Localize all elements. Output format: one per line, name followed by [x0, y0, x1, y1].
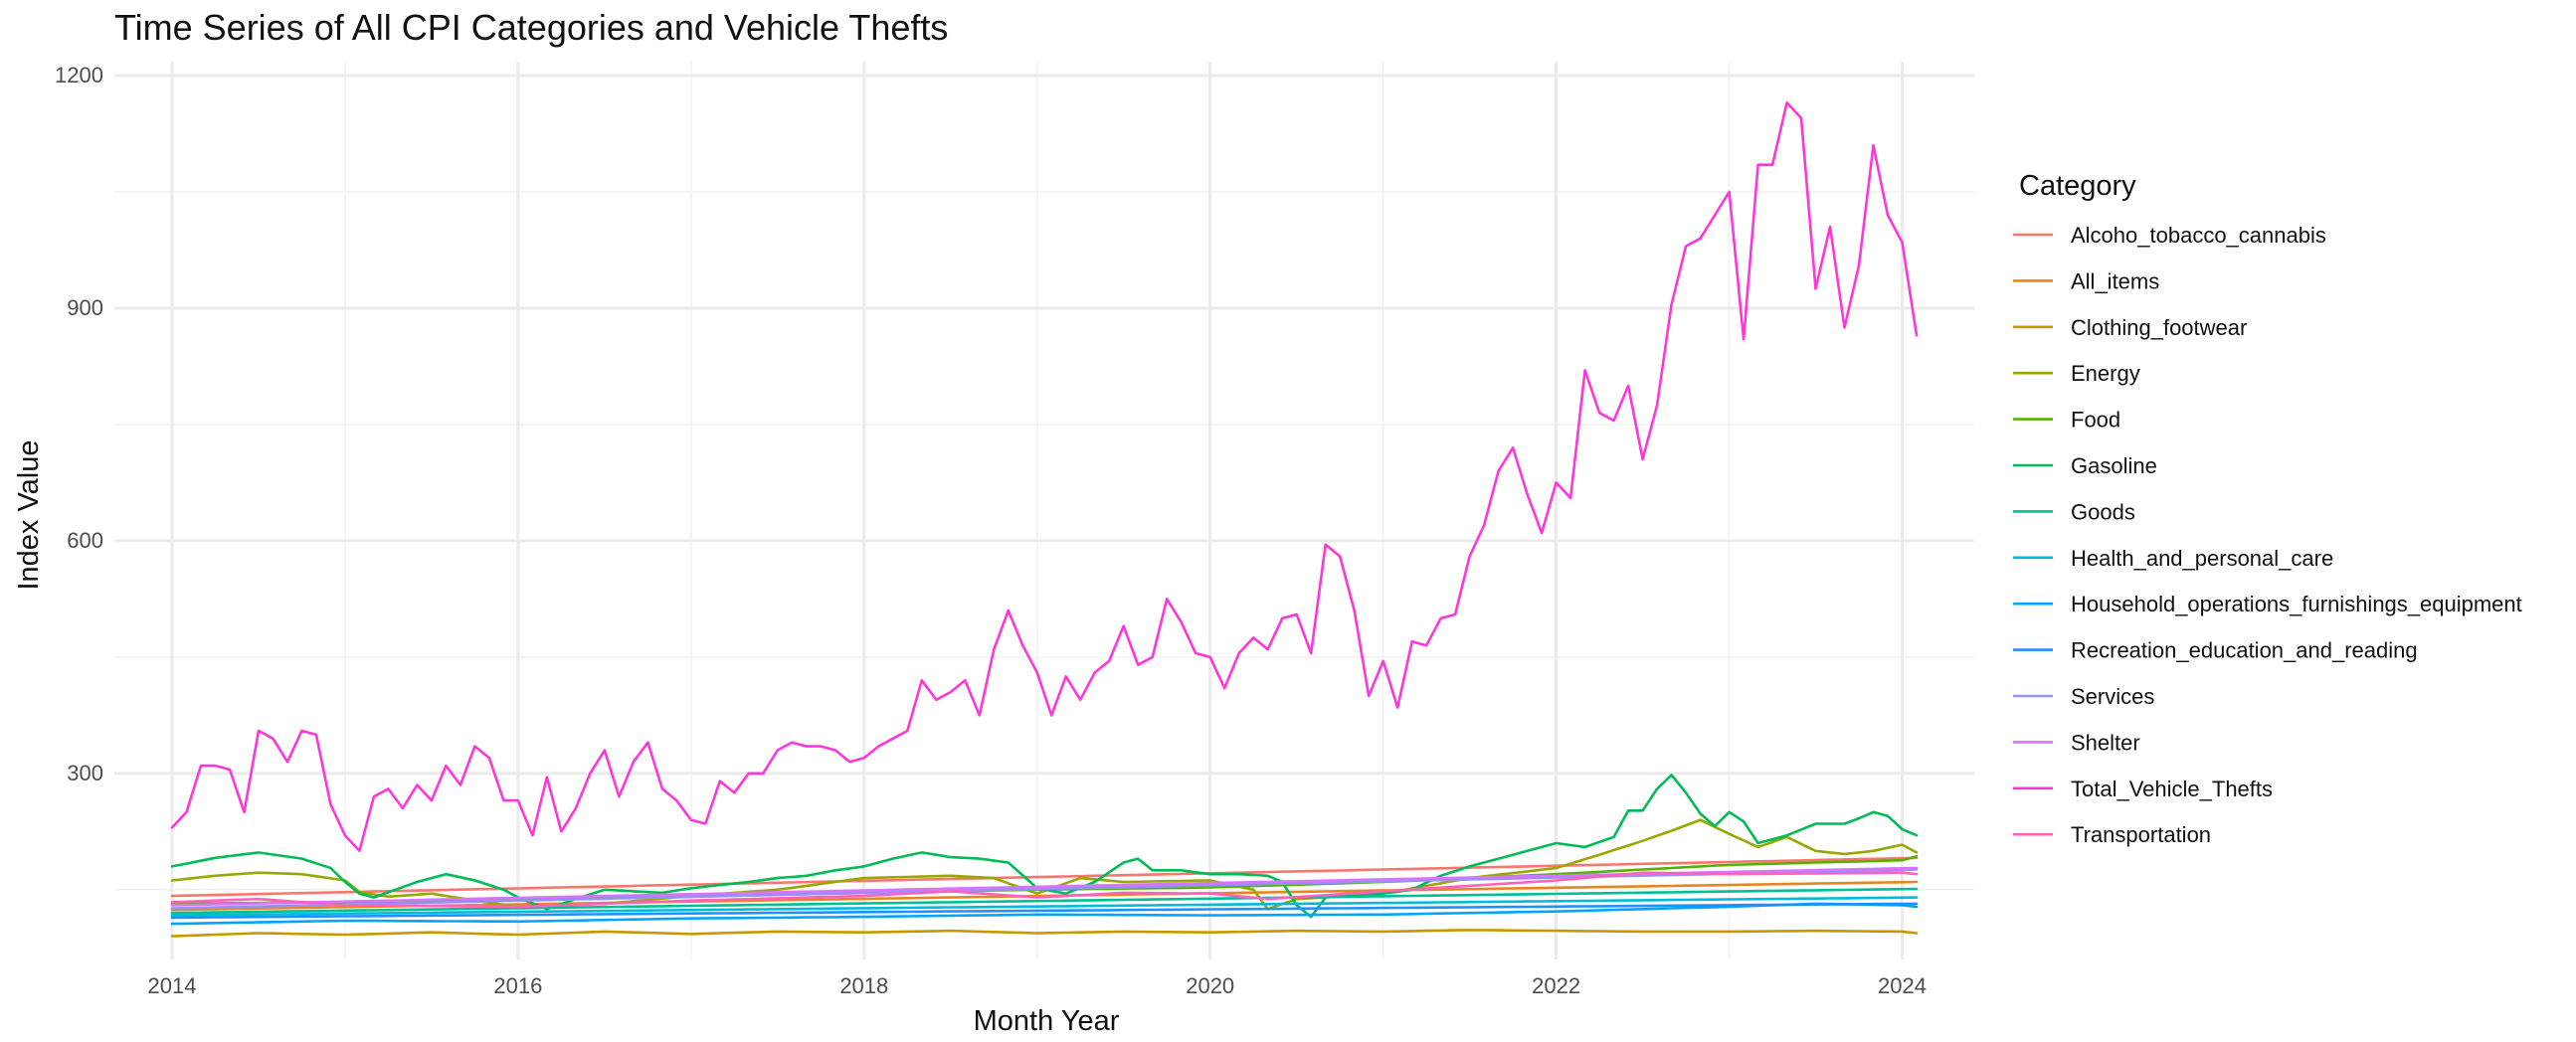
legend-item-all-items: All_items [2013, 268, 2159, 293]
legend-title: Category [2019, 170, 2136, 202]
series-line-transportation [170, 871, 1919, 909]
legend-item-gasoline: Gasoline [2013, 453, 2157, 478]
legend-item-alcoho-tobacco-cannabis: Alcoho_tobacco_cannabis [2013, 223, 2326, 248]
y-tick-label: 600 [67, 528, 103, 553]
legend-item-energy: Energy [2013, 361, 2140, 386]
x-tick-label: 2022 [1532, 973, 1580, 998]
legend-label: Household_operations_furnishings_equipme… [2071, 592, 2522, 616]
y-axis-title: Index Value [13, 439, 45, 590]
series-line-recreation-education-and-reading [170, 902, 1919, 920]
legend-label: Gasoline [2071, 453, 2157, 478]
x-axis-tick-labels: 2014 2016 2018 2020 2022 2024 [148, 973, 1927, 998]
y-tick-label: 300 [67, 761, 103, 785]
legend-label: Transportation [2071, 822, 2211, 847]
legend-label: Total_Vehicle_Thefts [2071, 777, 2273, 801]
x-axis-title: Month Year [974, 1005, 1120, 1037]
series-line-household-operations-furnishings-equipment [170, 902, 1919, 926]
legend: Category Alcoho_tobacco_cannabis All_item… [2013, 170, 2522, 847]
legend-label: Goods [2071, 499, 2135, 524]
x-tick-label: 2018 [839, 973, 888, 998]
series-line-goods [170, 887, 1919, 915]
legend-label: Shelter [2071, 730, 2140, 755]
series-line-services [170, 868, 1919, 910]
series-line-total-vehicle-thefts [170, 101, 1919, 853]
legend-label: Alcoho_tobacco_cannabis [2071, 223, 2326, 248]
series-line-alcoho-tobacco-cannabis [170, 856, 1919, 898]
series-line-clothing-footwear [170, 929, 1919, 938]
legend-item-goods: Goods [2013, 499, 2135, 524]
legend-label: Food [2071, 408, 2120, 433]
x-tick-label: 2016 [493, 973, 542, 998]
legend-label: Clothing_footwear [2071, 315, 2247, 340]
legend-label: Services [2071, 684, 2154, 709]
x-tick-label: 2020 [1186, 973, 1234, 998]
legend-item-services: Services [2013, 684, 2154, 709]
legend-items: Alcoho_tobacco_cannabis All_items Clothing… [2013, 223, 2522, 847]
series-lines [170, 101, 1919, 938]
legend-label: Recreation_education_and_reading [2071, 638, 2418, 663]
legend-label: Health_and_personal_care [2071, 546, 2333, 571]
legend-item-recreation-education-and-reading: Recreation_education_and_reading [2013, 638, 2418, 663]
chart-title: Time Series of All CPI Categories and Ve… [114, 7, 948, 48]
y-tick-label: 900 [67, 295, 103, 320]
y-tick-label: 1200 [55, 63, 103, 87]
legend-item-total-vehicle-thefts: Total_Vehicle_Thefts [2013, 777, 2273, 801]
legend-item-clothing-footwear: Clothing_footwear [2013, 315, 2247, 340]
legend-item-household-operations-furnishings-equipment: Household_operations_furnishings_equipme… [2013, 592, 2522, 616]
series-line-health-and-personal-care [170, 896, 1919, 917]
legend-label: All_items [2071, 268, 2159, 293]
x-tick-label: 2014 [148, 973, 197, 998]
gridlines [114, 62, 1974, 959]
legend-item-shelter: Shelter [2013, 730, 2140, 755]
legend-item-health-and-personal-care: Health_and_personal_care [2013, 546, 2333, 571]
legend-item-transportation: Transportation [2013, 822, 2211, 847]
y-axis-tick-labels: 300 600 900 1200 [55, 63, 103, 785]
legend-label: Energy [2071, 361, 2140, 386]
legend-item-food: Food [2013, 408, 2120, 433]
x-tick-label: 2024 [1878, 973, 1927, 998]
